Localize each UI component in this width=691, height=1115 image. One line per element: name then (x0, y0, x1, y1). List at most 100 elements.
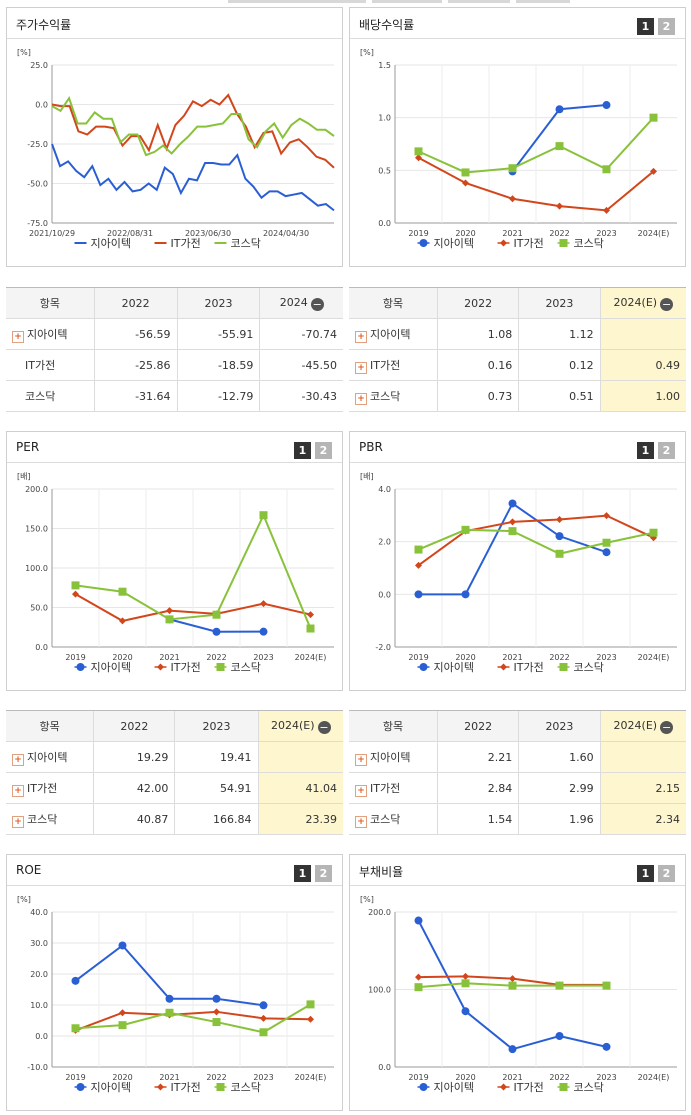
debt-ratio-chart: [%] 200.0 100.0 0.0 2019 2020 2021 2022 2023 2024… (360, 895, 677, 1094)
page-1-button[interactable]: 1 (294, 865, 311, 882)
page-2-button[interactable]: 2 (315, 442, 332, 459)
table-row: + 지아이텍 19.29 19.41 (6, 741, 343, 773)
series-line-kosdaq (51, 95, 335, 157)
x-tick-label: 2021 (502, 229, 522, 238)
point-it-appliance (307, 611, 314, 619)
expand-plus-icon[interactable]: + (12, 753, 24, 766)
x-tick-label: 2023 (253, 1073, 273, 1082)
x-tick-label: 2022/08/31 (107, 229, 153, 238)
expand-plus-icon[interactable]: + (12, 815, 24, 828)
collapse-icon[interactable]: − (660, 297, 674, 311)
x-tick-label: 2020 (112, 1073, 132, 1082)
point-kosdaq (71, 1024, 80, 1033)
point-kosdaq (165, 1008, 174, 1017)
legend-kosdaq-label: 코스닥 (574, 237, 604, 250)
y-tick-label: 200.0 (25, 485, 48, 494)
point-it-appliance (415, 973, 422, 981)
y-tick-label: -2.0 (375, 643, 391, 652)
panel-title: 주가수익률 (16, 18, 72, 32)
point-giantech (414, 916, 423, 925)
column-header: 2022 (93, 710, 175, 742)
collapse-icon[interactable]: − (317, 720, 331, 734)
y-tick-label: 25.0 (30, 61, 48, 70)
point-giantech (212, 994, 221, 1003)
page-1-button[interactable]: 1 (637, 18, 654, 35)
point-giantech (461, 1007, 470, 1016)
pbr-table: 항목 2022 2023 2024(E) − + 지아이텍 2.21 1.60 + IT가전 2.84… (349, 710, 686, 835)
stock-return-table: 항목 2022 2023 2024− + 지아이텍 -56.59 -55.91 -70.74 IT… (6, 287, 343, 412)
unit-label: [배] (17, 472, 31, 481)
point-giantech (461, 590, 470, 599)
page-2-button[interactable]: 2 (658, 18, 675, 35)
y-tick-label: 0.5 (378, 166, 391, 175)
point-kosdaq (649, 528, 658, 537)
row-label-cell: + 지아이텍 (349, 318, 438, 350)
row-label: IT가전 (27, 781, 58, 795)
panel-title: 부채비율 (359, 865, 404, 879)
expand-plus-icon[interactable]: + (355, 361, 367, 374)
x-tick-label: 2022 (549, 1073, 569, 1082)
legend-kosdaq-label: 코스닥 (231, 1081, 261, 1094)
collapse-icon[interactable]: − (660, 720, 674, 734)
row-label: 코스닥 (370, 812, 401, 826)
value-cell: -25.86 (93, 349, 178, 381)
table-header-row: 항목 2022 2023 2024(E) − (349, 287, 686, 319)
legend-giantech-swatch-marker (76, 663, 85, 671)
row-label-cell: + 코스닥 (349, 803, 438, 835)
value-cell: 54.91 (174, 772, 259, 804)
row-label-cell: + IT가전 (349, 349, 438, 381)
y-tick-label: -10.0 (27, 1063, 48, 1072)
x-tick-label: 2019 (408, 1073, 428, 1082)
legend-kosdaq-label: 코스닥 (231, 237, 261, 250)
legend-kosdaq-label: 코스닥 (574, 1081, 604, 1094)
expand-plus-icon[interactable]: + (12, 784, 24, 797)
page-1-button[interactable]: 1 (294, 442, 311, 459)
x-tick-label: 2024/04/30 (263, 229, 309, 238)
table-header-row: 항목 2022 2023 2024(E) − (6, 710, 343, 742)
value-cell: -12.79 (176, 380, 260, 412)
expand-plus-icon[interactable]: + (355, 392, 367, 405)
value-cell: 166.84 (174, 803, 259, 835)
table-row: + 코스닥 1.54 1.96 2.34 (349, 803, 686, 835)
value-cell: -18.59 (176, 349, 260, 381)
page-2-button[interactable]: 2 (658, 865, 675, 882)
point-kosdaq (602, 165, 611, 174)
expand-plus-icon[interactable]: + (355, 330, 367, 343)
expand-plus-icon[interactable]: + (355, 753, 367, 766)
x-tick-label: 2023 (253, 653, 273, 662)
legend-kosdaq-label: 코스닥 (231, 661, 261, 674)
top-tab-strip (228, 0, 366, 3)
point-kosdaq (461, 979, 470, 988)
page-1-button[interactable]: 1 (637, 865, 654, 882)
expand-plus-icon[interactable]: + (355, 815, 367, 828)
row-label: 코스닥 (370, 389, 401, 403)
column-header-label: 2023 (545, 719, 574, 733)
point-giantech (259, 627, 268, 636)
expand-plus-icon[interactable]: + (355, 784, 367, 797)
expand-plus-icon[interactable]: + (12, 330, 24, 343)
value-cell: 42.00 (93, 772, 175, 804)
row-label: IT가전 (370, 358, 401, 372)
row-label-cell: + 코스닥 (349, 380, 438, 412)
column-header: 2024(E) − (599, 710, 686, 742)
page-2-button[interactable]: 2 (658, 442, 675, 459)
panel-header: 주가수익률 (7, 8, 342, 39)
point-kosdaq (555, 142, 564, 151)
point-kosdaq (306, 1000, 315, 1009)
page-2-button[interactable]: 2 (315, 865, 332, 882)
y-tick-label: 0.0 (35, 643, 48, 652)
collapse-icon[interactable]: − (310, 297, 324, 311)
page-1-button[interactable]: 1 (637, 442, 654, 459)
point-it-appliance (119, 1009, 126, 1017)
value-cell: 1.96 (518, 803, 601, 835)
point-kosdaq (555, 549, 564, 558)
legend-kosdaq-swatch-marker (216, 663, 225, 671)
point-giantech (259, 1001, 268, 1010)
legend-kosdaq-swatch-marker (559, 239, 568, 247)
panel-title: PBR (359, 440, 383, 454)
column-header-label: 2022 (464, 296, 493, 310)
y-tick-label: 1.0 (378, 114, 391, 123)
column-header: 2024(E) − (257, 710, 343, 742)
